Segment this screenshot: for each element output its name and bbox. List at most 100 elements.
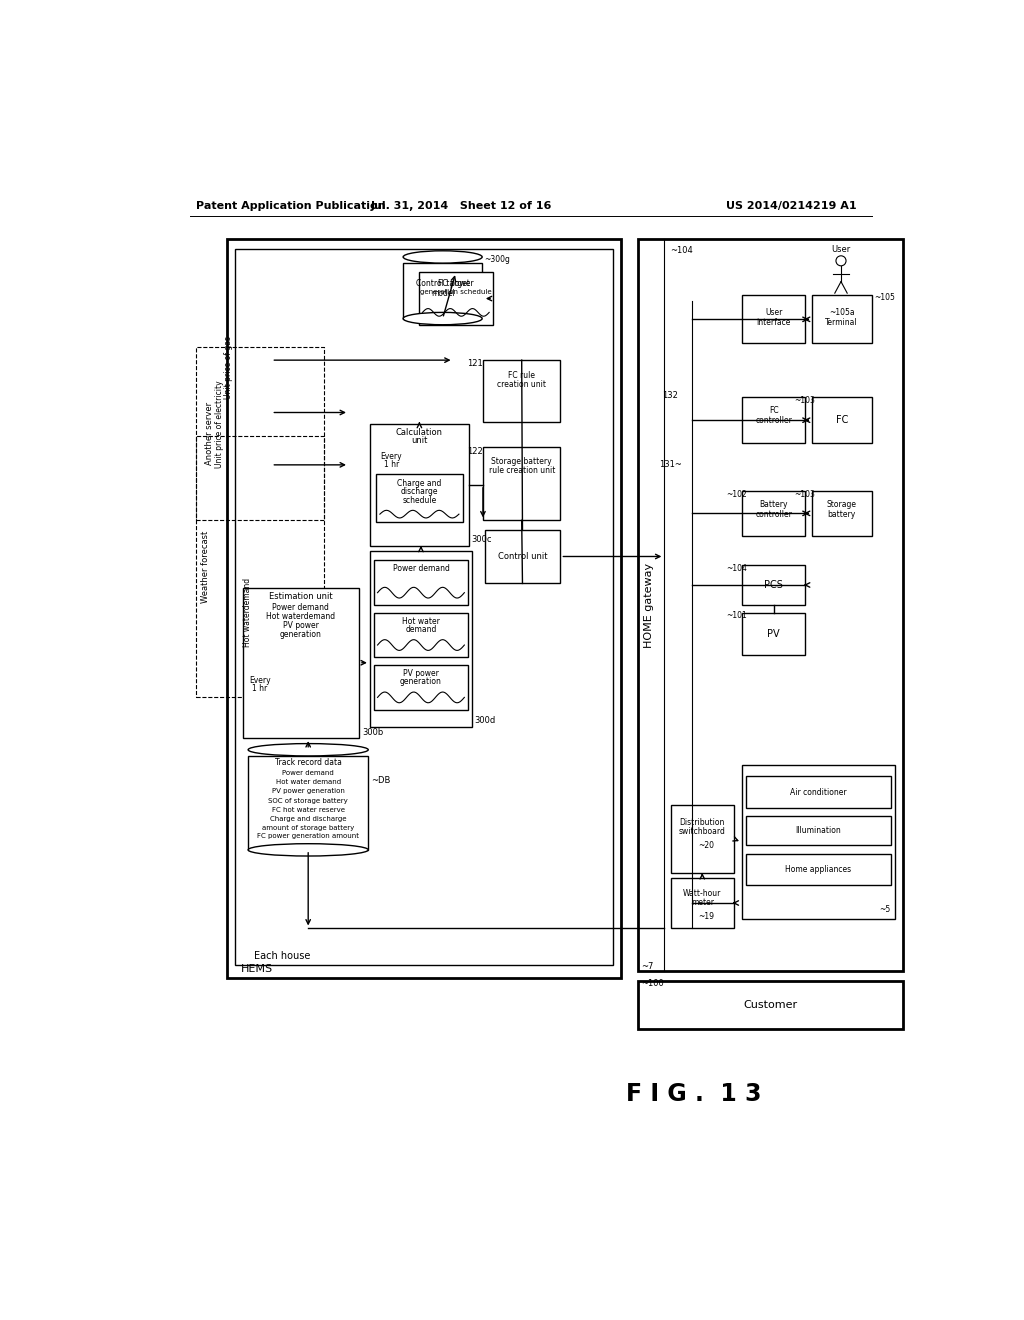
Text: FC power: FC power <box>438 279 474 288</box>
Text: FC rule: FC rule <box>508 371 536 380</box>
Bar <box>741 397 805 444</box>
Text: model: model <box>431 289 455 297</box>
Text: ~105: ~105 <box>874 293 895 302</box>
Text: Illumination: Illumination <box>796 826 842 836</box>
Bar <box>746 816 891 845</box>
Text: Control target: Control target <box>416 280 470 288</box>
Bar <box>374 612 468 657</box>
Text: demand: demand <box>406 626 436 634</box>
Text: Terminal: Terminal <box>825 318 858 327</box>
Bar <box>370 552 472 726</box>
Bar <box>741 565 805 605</box>
Text: controller: controller <box>755 510 792 519</box>
Text: ~300g: ~300g <box>484 255 510 264</box>
Text: ~104: ~104 <box>671 247 693 255</box>
Text: generation: generation <box>280 630 322 639</box>
Text: interface: interface <box>757 318 791 327</box>
Text: PV power: PV power <box>283 622 318 630</box>
Bar <box>243 589 359 738</box>
Bar <box>812 491 872 536</box>
Text: Customer: Customer <box>743 1001 798 1010</box>
Text: Charge and: Charge and <box>397 479 441 488</box>
Text: Track record data: Track record data <box>274 758 342 767</box>
Bar <box>638 981 903 1028</box>
Bar <box>484 529 560 583</box>
Bar <box>812 296 872 343</box>
Text: Charge and discharge: Charge and discharge <box>270 816 346 822</box>
Text: Unit price of electricity: Unit price of electricity <box>215 380 224 467</box>
Text: 1 hr: 1 hr <box>252 685 267 693</box>
Text: F I G .  1 3: F I G . 1 3 <box>626 1082 762 1106</box>
Bar <box>671 805 734 873</box>
Text: FC power generation amount: FC power generation amount <box>257 833 359 840</box>
Text: Weather forecast: Weather forecast <box>201 531 210 603</box>
Bar <box>197 436 324 697</box>
Text: US 2014/0214219 A1: US 2014/0214219 A1 <box>726 201 856 211</box>
Text: Every: Every <box>381 451 402 461</box>
Text: 121: 121 <box>467 359 483 368</box>
Text: 132: 132 <box>663 391 679 400</box>
Text: Hot waterdemand: Hot waterdemand <box>266 612 336 620</box>
Bar <box>376 474 463 521</box>
Text: generation schedule: generation schedule <box>420 289 492 296</box>
Bar <box>638 239 903 970</box>
Bar <box>746 776 891 808</box>
Bar <box>403 263 482 318</box>
Ellipse shape <box>403 313 482 325</box>
Text: ~100: ~100 <box>641 979 664 989</box>
Text: Every: Every <box>249 676 270 685</box>
Text: switchboard: switchboard <box>679 826 726 836</box>
Text: ~101: ~101 <box>726 611 748 620</box>
Text: ~DB: ~DB <box>372 776 391 785</box>
Text: 300c: 300c <box>471 535 492 544</box>
Text: Storage battery: Storage battery <box>492 457 552 466</box>
Text: PV power: PV power <box>403 669 439 678</box>
Bar <box>374 665 468 710</box>
Text: ~7: ~7 <box>641 962 653 972</box>
Text: ~105a: ~105a <box>829 308 855 317</box>
Text: PCS: PCS <box>764 579 783 590</box>
Text: 131~: 131~ <box>659 461 682 470</box>
Text: Another server: Another server <box>206 401 214 465</box>
Ellipse shape <box>403 251 482 263</box>
Bar <box>370 424 469 545</box>
Ellipse shape <box>248 843 369 857</box>
Text: meter: meter <box>691 899 714 907</box>
Text: generation: generation <box>400 677 442 686</box>
Text: ~104: ~104 <box>726 564 748 573</box>
Bar <box>671 878 734 928</box>
Bar <box>483 447 560 520</box>
Text: Watt-hour: Watt-hour <box>683 890 722 898</box>
Text: HOME gateway: HOME gateway <box>644 562 653 648</box>
Text: battery: battery <box>827 510 856 519</box>
Text: HEMS: HEMS <box>241 964 272 974</box>
Ellipse shape <box>836 256 846 265</box>
Text: ~103: ~103 <box>795 396 815 405</box>
Bar <box>741 296 805 343</box>
Text: Power demand: Power demand <box>392 565 450 573</box>
Text: unit: unit <box>412 437 428 445</box>
Bar <box>746 854 891 886</box>
Text: Hot waterdemand: Hot waterdemand <box>243 578 252 647</box>
Text: Power demand: Power demand <box>283 770 334 776</box>
Text: controller: controller <box>755 416 792 425</box>
Text: ~102: ~102 <box>726 490 748 499</box>
Text: Calculation: Calculation <box>396 428 443 437</box>
Text: FC hot water reserve: FC hot water reserve <box>271 807 345 813</box>
Text: User: User <box>831 244 851 253</box>
Text: Each house: Each house <box>254 952 310 961</box>
Bar <box>227 239 621 978</box>
Bar <box>812 397 872 444</box>
Text: Air conditioner: Air conditioner <box>791 788 847 796</box>
Text: 300d: 300d <box>474 715 496 725</box>
Bar <box>234 249 613 965</box>
Text: 1 hr: 1 hr <box>384 461 399 470</box>
Text: Hot water demand: Hot water demand <box>275 779 341 785</box>
Text: PV power generation: PV power generation <box>271 788 345 795</box>
Text: User: User <box>765 308 782 317</box>
Bar <box>741 491 805 536</box>
Text: amount of storage battery: amount of storage battery <box>262 825 354 830</box>
Bar <box>248 756 369 850</box>
Text: ~5: ~5 <box>879 904 890 913</box>
Text: Home appliances: Home appliances <box>785 866 852 874</box>
